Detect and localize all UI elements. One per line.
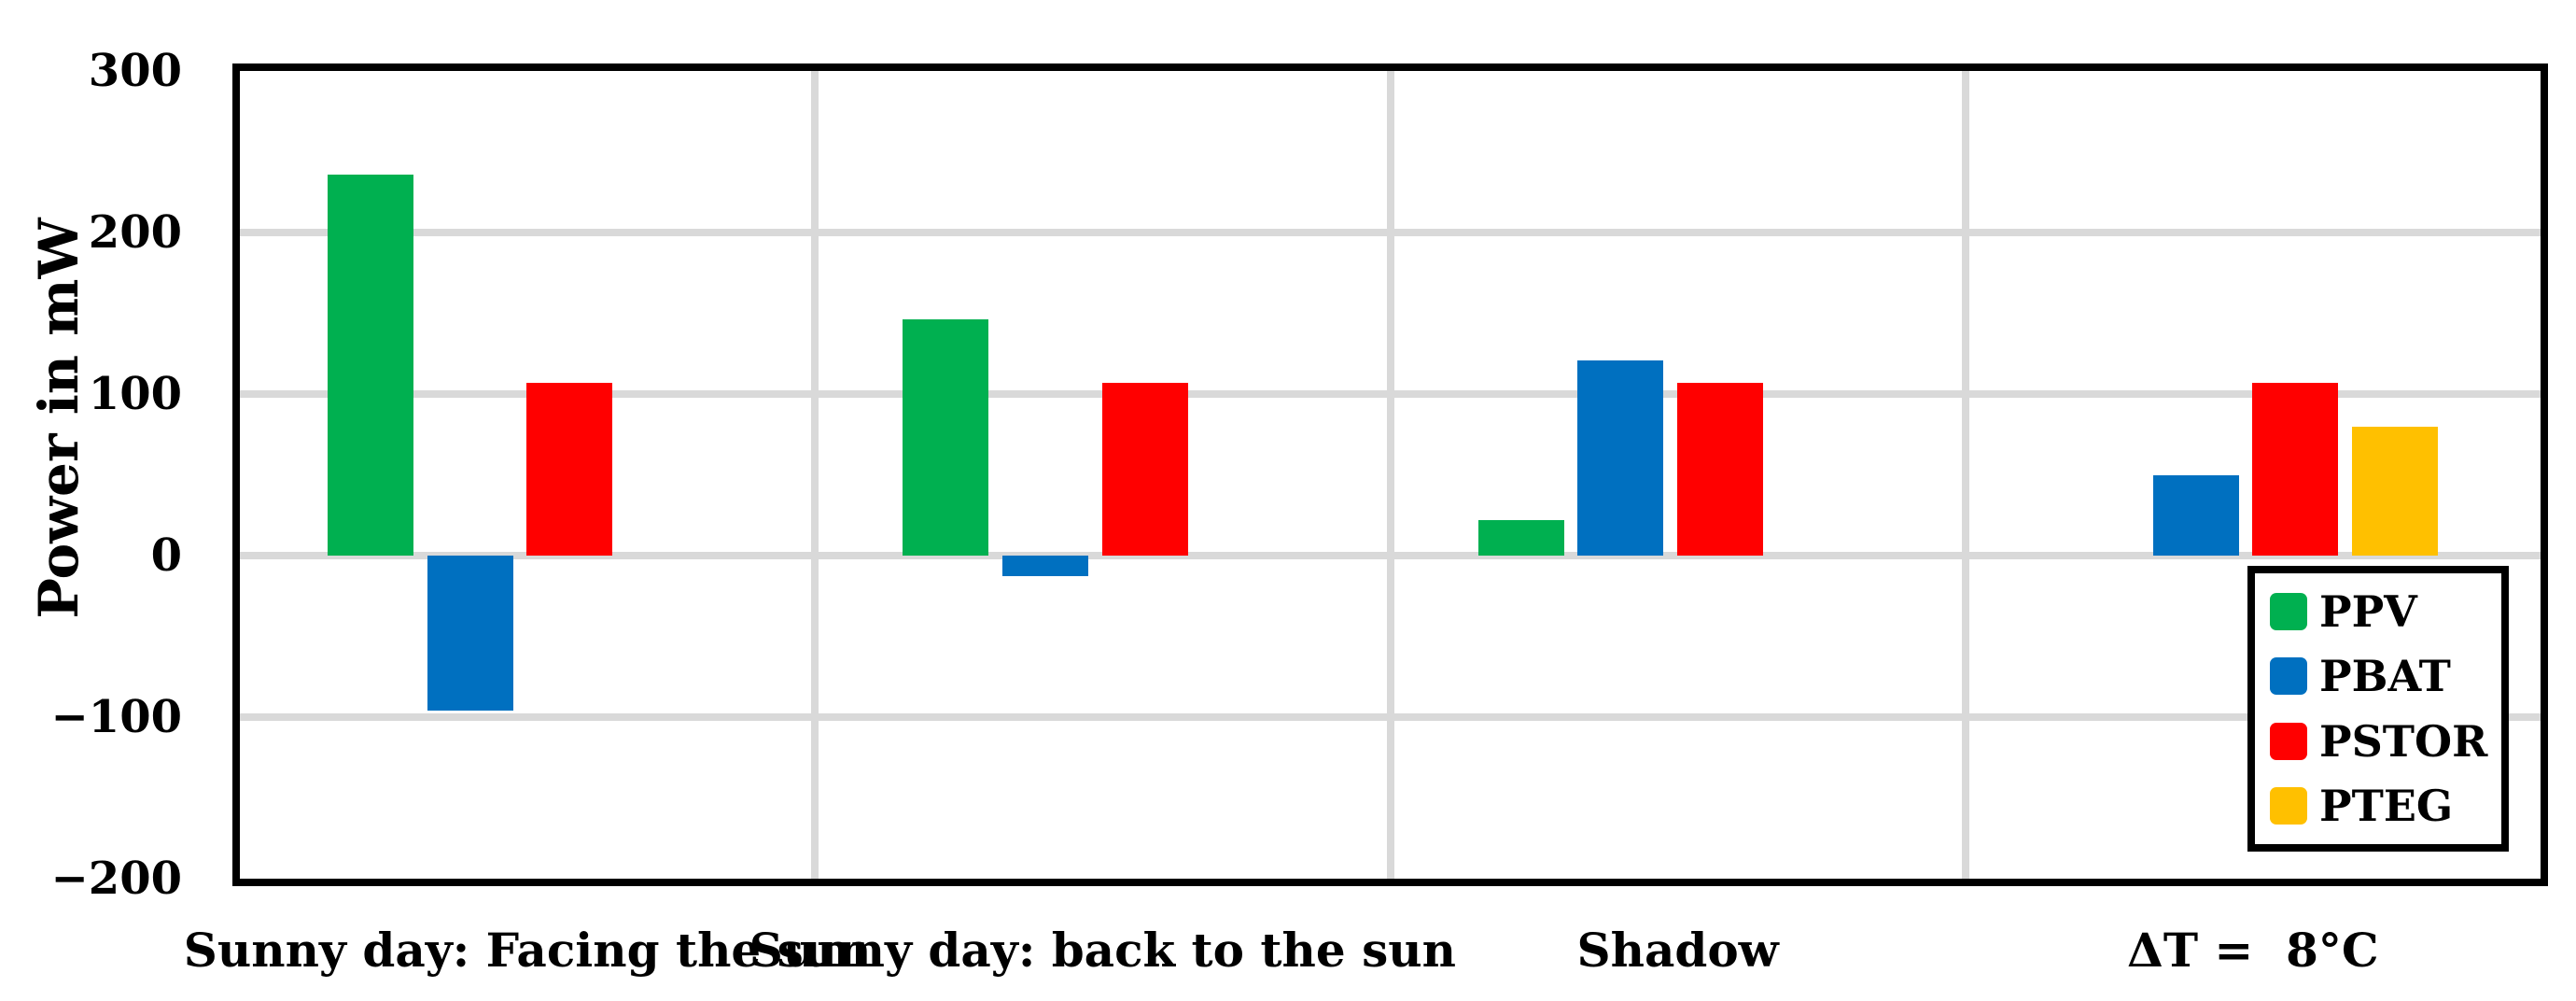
gridline-vertical (811, 71, 819, 879)
x-axis-label: Sunny day: Facing the sun (183, 923, 872, 978)
x-axis-label: ΔT = 8°C (2127, 923, 2379, 978)
bar-pbat-2 (1002, 556, 1089, 577)
bar-pstor-3 (1676, 382, 1763, 556)
y-tick-label: 200 (88, 206, 182, 259)
gridline-vertical (1961, 71, 1969, 879)
y-tick-label: 0 (150, 529, 182, 582)
x-axis-label: Shadow (1576, 923, 1779, 978)
legend-entry-pbat: PBAT (2270, 654, 2496, 698)
y-tick-label: −200 (50, 853, 182, 905)
bar-ppv-1 (328, 174, 414, 556)
legend-swatch-icon (2270, 592, 2307, 630)
legend-swatch-icon (2270, 787, 2307, 825)
bar-pstor-1 (526, 382, 613, 556)
bar-pteg-4 (2351, 426, 2438, 556)
legend-entry-pstor: PSTOR (2270, 719, 2496, 764)
legend-swatch-icon (2270, 722, 2307, 760)
legend-entry-ppv: PPV (2270, 589, 2496, 634)
legend-entry-pteg: PTEG (2270, 783, 2496, 828)
y-tick-label: −100 (50, 691, 182, 743)
bar-pbat-3 (1577, 360, 1664, 556)
bar-pbat-4 (2152, 474, 2239, 556)
legend-swatch-icon (2270, 657, 2307, 696)
bar-pstor-4 (2252, 382, 2339, 556)
bar-ppv-2 (903, 319, 989, 556)
bar-pstor-2 (1101, 382, 1188, 556)
bar-ppv-3 (1477, 519, 1564, 556)
legend-label: PPV (2319, 585, 2417, 637)
legend-label: PBAT (2319, 651, 2451, 702)
y-tick-label: 100 (88, 368, 182, 420)
x-axis-label: Sunny day: back to the sun (749, 923, 1456, 978)
gridline-vertical (1386, 71, 1394, 879)
legend: PPV PBAT PSTOR PTEG (2247, 566, 2509, 852)
legend-label: PSTOR (2319, 715, 2488, 767)
bar-pbat-1 (427, 556, 513, 712)
legend-label: PTEG (2319, 781, 2454, 832)
plot-frame (232, 63, 2548, 886)
y-tick-label: 300 (88, 45, 182, 97)
